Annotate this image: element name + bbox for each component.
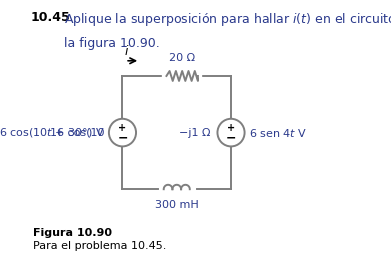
Text: 20 Ω: 20 Ω xyxy=(169,53,195,63)
Text: +: + xyxy=(118,123,127,133)
Text: Para el problema 10.45.: Para el problema 10.45. xyxy=(33,241,166,251)
Text: −: − xyxy=(226,132,236,145)
Text: −j1 Ω: −j1 Ω xyxy=(179,128,211,138)
Text: Aplique la superposición para hallar $i$($t$) en el circuito de: Aplique la superposición para hallar $i$… xyxy=(64,11,391,28)
Text: 300 mH: 300 mH xyxy=(155,200,199,210)
Text: +: + xyxy=(227,123,235,133)
Text: 10.45: 10.45 xyxy=(30,11,70,24)
Text: 6 sen 4$t$ V: 6 sen 4$t$ V xyxy=(249,127,307,139)
Text: Figura 10.90: Figura 10.90 xyxy=(33,229,112,239)
Text: la figura 10.90.: la figura 10.90. xyxy=(64,37,160,50)
Text: 16 cos(10$t$ + 30°) V: 16 cos(10$t$ + 30°) V xyxy=(0,126,105,139)
Text: −: − xyxy=(117,132,128,145)
Text: 16 cos(10: 16 cos(10 xyxy=(50,128,105,138)
Text: $i$: $i$ xyxy=(124,44,129,58)
Circle shape xyxy=(109,119,136,146)
Circle shape xyxy=(217,119,245,146)
